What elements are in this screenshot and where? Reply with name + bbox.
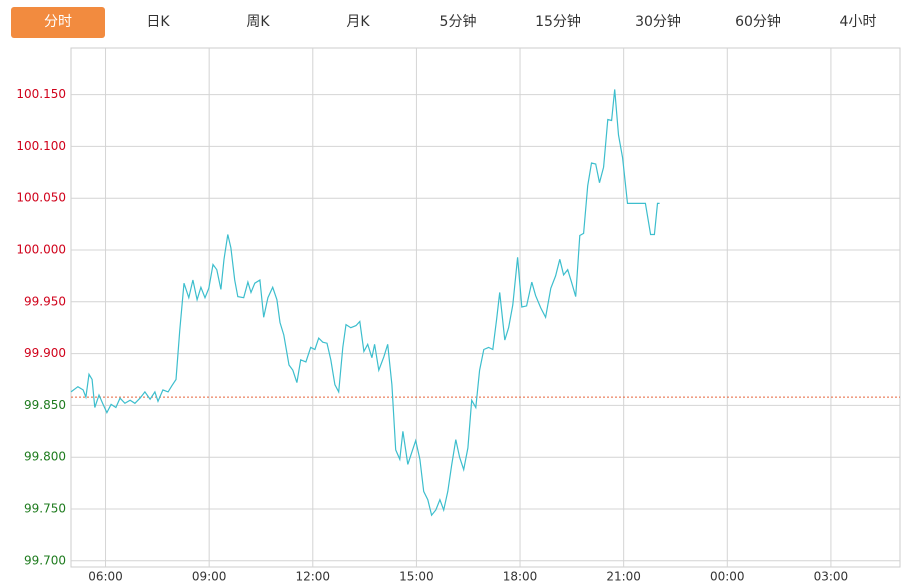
tab[interactable]: 4小时 <box>839 14 877 30</box>
y-tick-label: 99.750 <box>24 501 66 515</box>
x-tick-label: 03:00 <box>814 570 849 584</box>
x-tick-label: 09:00 <box>192 570 227 584</box>
y-tick-label: 99.850 <box>24 398 66 412</box>
plot-border <box>70 47 901 568</box>
x-tick-label: 12:00 <box>295 570 330 584</box>
tab-bar: 分时 日K 周K 月K 5分钟 15分钟 30分钟 60分钟 4小时 <box>0 0 910 44</box>
y-tick-label: 99.900 <box>24 346 66 360</box>
y-tick-label: 99.700 <box>24 553 66 567</box>
y-tick-label: 100.000 <box>16 243 66 257</box>
x-tick-label: 15:00 <box>399 570 434 584</box>
tab[interactable]: 30分钟 <box>635 14 681 30</box>
x-tick-label: 06:00 <box>88 570 123 584</box>
y-tick-label: 100.100 <box>16 139 66 153</box>
tab[interactable]: 15分钟 <box>535 14 581 30</box>
x-tick-label: 21:00 <box>606 570 641 584</box>
tab[interactable]: 周K <box>246 14 270 30</box>
y-tick-label: 99.950 <box>24 294 66 308</box>
tab[interactable]: 5分钟 <box>439 14 477 30</box>
y-tick-label: 100.150 <box>16 87 66 101</box>
tab[interactable]: 分时 <box>11 7 105 38</box>
tab[interactable]: 日K <box>146 14 170 30</box>
x-tick-label: 00:00 <box>710 570 745 584</box>
x-tick-label: 18:00 <box>503 570 538 584</box>
tab[interactable]: 60分钟 <box>735 14 781 30</box>
y-tick-label: 99.800 <box>24 450 66 464</box>
y-tick-label: 100.050 <box>16 191 66 205</box>
tab[interactable]: 月K <box>346 14 370 30</box>
price-line <box>70 89 660 517</box>
